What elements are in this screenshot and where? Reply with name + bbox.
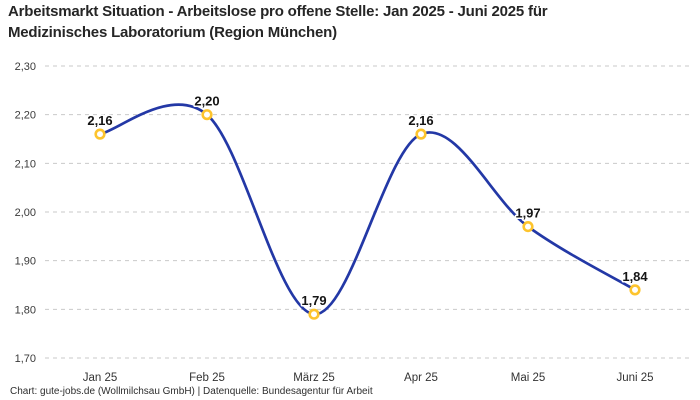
data-point-marker xyxy=(308,308,320,320)
x-tick-label: Mai 25 xyxy=(511,372,546,384)
y-tick-label: 1,90 xyxy=(15,256,36,268)
chart-title: Arbeitsmarkt Situation - Arbeitslose pro… xyxy=(8,1,692,43)
data-point-marker xyxy=(522,221,534,233)
x-tick-label: Feb 25 xyxy=(189,372,225,384)
data-point-label: 1,84 xyxy=(622,269,648,284)
chart-title-line2: Medizinisches Laboratorium (Region Münch… xyxy=(8,24,337,41)
data-point-label: 2,16 xyxy=(87,113,112,128)
y-tick-label: 2,10 xyxy=(15,158,36,170)
series-line xyxy=(98,103,637,316)
y-tick-label: 2,00 xyxy=(15,207,36,219)
data-point-label: 2,20 xyxy=(194,94,219,109)
data-point-marker xyxy=(201,109,213,121)
chart-title-line1: Arbeitsmarkt Situation - Arbeitslose pro… xyxy=(8,3,548,20)
data-point-label: 2,16 xyxy=(408,113,433,128)
y-tick-label: 1,70 xyxy=(15,353,36,365)
data-point-label: 1,97 xyxy=(515,206,540,221)
data-point-marker xyxy=(629,284,641,296)
data-point-marker xyxy=(415,128,427,140)
data-point-label: 1,79 xyxy=(301,293,326,308)
x-tick-label: Jan 25 xyxy=(83,372,118,384)
y-tick-label: 2,30 xyxy=(15,61,36,73)
y-tick-label: 1,80 xyxy=(15,304,36,316)
x-tick-label: Juni 25 xyxy=(616,372,653,384)
y-tick-label: 2,20 xyxy=(15,110,36,122)
chart-footer: Chart: gute-jobs.de (Wollmilchsau GmbH) … xyxy=(10,386,373,397)
data-point-marker xyxy=(94,128,106,140)
x-tick-label: März 25 xyxy=(293,372,335,384)
x-tick-label: Apr 25 xyxy=(404,372,438,384)
